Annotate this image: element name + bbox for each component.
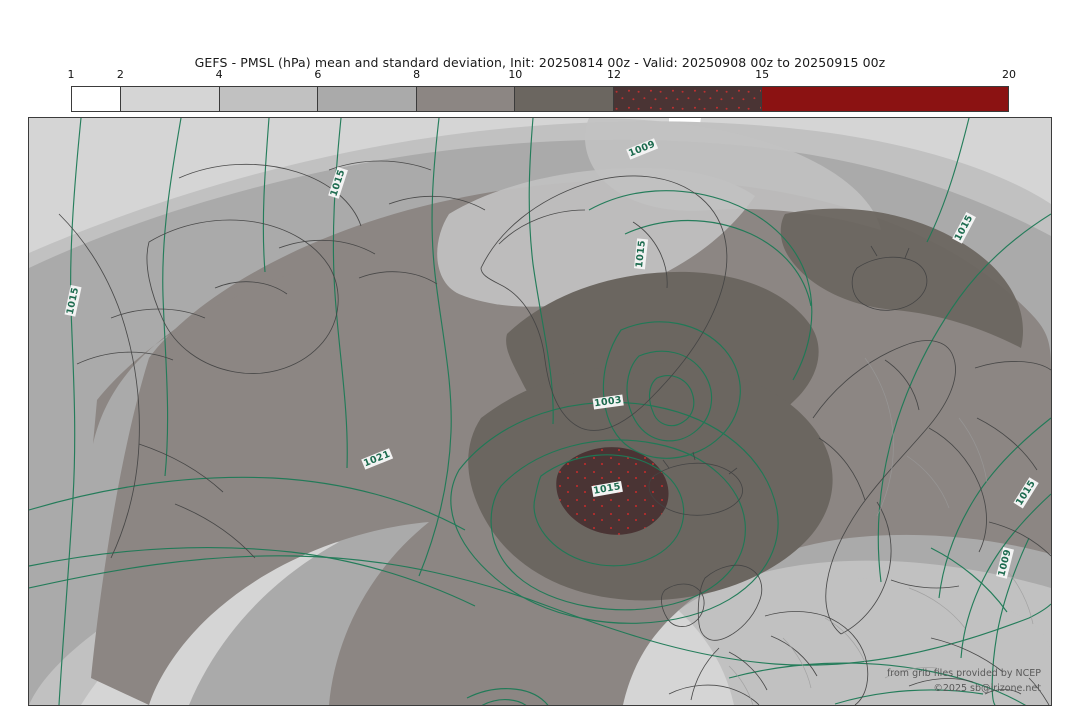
colorbar-tick: 6 [314, 68, 322, 81]
colorbar-segment [515, 87, 614, 111]
colorbar-segment [121, 87, 220, 111]
colorbar-segment [318, 87, 417, 111]
colorbar: 1 2 4 6 8 10 12 15 20 [67, 68, 1017, 112]
colorbar-tick: 2 [116, 68, 124, 81]
colorbar-segment [613, 87, 762, 111]
colorbar-tick: 12 [607, 68, 622, 81]
credit-copyright: ©2025 sb@irizone.net [933, 683, 1041, 694]
colorbar-bar [71, 86, 1009, 112]
colorbar-tick-labels: 1 2 4 6 8 10 12 15 20 [67, 68, 1017, 84]
colorbar-tick: 4 [215, 68, 223, 81]
map-canvas [29, 118, 1051, 705]
colorbar-tick: 10 [508, 68, 523, 81]
colorbar-segment [761, 87, 1008, 111]
colorbar-segment [72, 87, 122, 111]
page-title: GEFS - PMSL (hPa) mean and standard devi… [194, 55, 886, 70]
colorbar-segment [416, 87, 516, 111]
colorbar-tick: 15 [755, 68, 770, 81]
colorbar-segment [219, 87, 319, 111]
colorbar-tick: 1 [67, 68, 75, 81]
colorbar-tick: 20 [1002, 68, 1016, 81]
map-panel[interactable]: 1015 1015 1009 1015 1003 1021 1015 1015 1015 1009… [28, 117, 1052, 706]
colorbar-tick: 8 [413, 68, 421, 81]
credit-source: from grib files provided by NCEP [886, 668, 1041, 679]
